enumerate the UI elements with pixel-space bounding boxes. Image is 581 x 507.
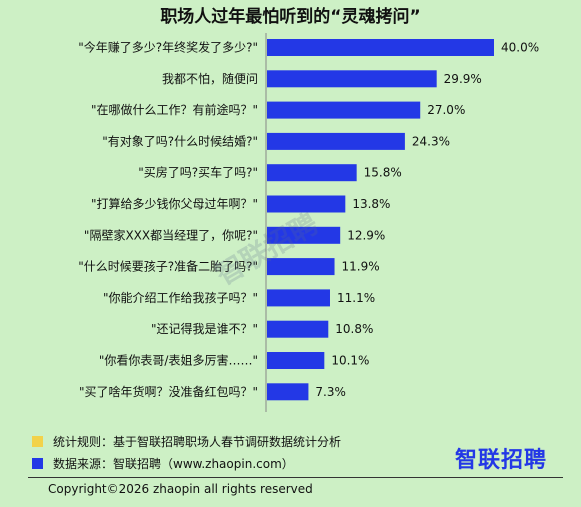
bar bbox=[267, 101, 421, 119]
bar bbox=[267, 39, 494, 56]
bar bbox=[267, 132, 405, 150]
category-label: "你能介绍工作给我孩子吗？" bbox=[103, 291, 258, 305]
category-label: "有对象了吗?什么时候结婚?" bbox=[102, 134, 258, 148]
data-label: 27.0% bbox=[427, 103, 465, 117]
data-label: 40.0% bbox=[501, 41, 539, 55]
data-label: 10.1% bbox=[331, 354, 369, 368]
footer-rule: 统计规则：基于智联招聘职场人春节调研数据统计分析 bbox=[32, 433, 341, 450]
bar bbox=[267, 226, 341, 244]
data-label: 11.9% bbox=[342, 260, 380, 274]
rule-legend-marker bbox=[32, 436, 43, 447]
data-label: 10.8% bbox=[335, 322, 373, 336]
rule-text: 统计规则：基于智联招聘职场人春节调研数据统计分析 bbox=[53, 435, 342, 449]
bar bbox=[267, 289, 330, 307]
category-label: "在哪做什么工作？有前途吗？" bbox=[91, 102, 258, 117]
footer-divider bbox=[28, 477, 563, 478]
data-label: 24.3% bbox=[412, 134, 450, 148]
data-label: 7.3% bbox=[315, 385, 346, 399]
bar bbox=[267, 320, 329, 338]
bar bbox=[267, 164, 357, 182]
bar bbox=[267, 352, 325, 369]
brand-logo: 智联招聘 bbox=[454, 448, 547, 473]
category-label: "买了啥年货啊？没准备红包吗？" bbox=[79, 384, 258, 399]
bar bbox=[267, 258, 335, 276]
category-label: "你看你表哥/表姐多厉害……" bbox=[99, 353, 258, 368]
data-label: 15.8% bbox=[364, 166, 402, 180]
bar bbox=[267, 383, 309, 401]
category-label: "什么时候要孩子?准备二胎了吗?" bbox=[78, 260, 258, 274]
source-text: 数据来源：智联招聘（www.zhaopin.com） bbox=[53, 457, 294, 471]
copyright: Copyright©2026 zhaopin all rights reserv… bbox=[48, 482, 313, 496]
footer-source: 数据来源：智联招聘（www.zhaopin.com） bbox=[32, 455, 294, 472]
category-label: "买房了吗?买车了吗?" bbox=[138, 165, 258, 180]
category-label: "今年赚了多少?年终奖发了多少?" bbox=[78, 40, 258, 55]
category-label: 我都不怕，随便问 bbox=[162, 71, 258, 86]
category-label: "还记得我是谁不？" bbox=[151, 321, 258, 336]
data-label: 11.1% bbox=[337, 291, 375, 305]
data-label: 13.8% bbox=[352, 197, 390, 211]
source-legend-marker bbox=[32, 458, 43, 469]
bar bbox=[267, 195, 346, 213]
bar-chart: "今年赚了多少?年终奖发了多少?" 40.0% 我都不怕，随便问 29.9% "在哪做什… bbox=[78, 33, 539, 412]
bar bbox=[267, 70, 437, 88]
data-label: 29.9% bbox=[444, 72, 482, 86]
data-label: 12.9% bbox=[347, 228, 385, 242]
category-label: "打算给多少钱你父母过年啊？" bbox=[91, 196, 258, 211]
category-label: "隔壁家XXX都当经理了，你呢?" bbox=[84, 227, 258, 242]
chart-title: 职场人过年最怕听到的“灵魂拷问” bbox=[160, 7, 421, 27]
